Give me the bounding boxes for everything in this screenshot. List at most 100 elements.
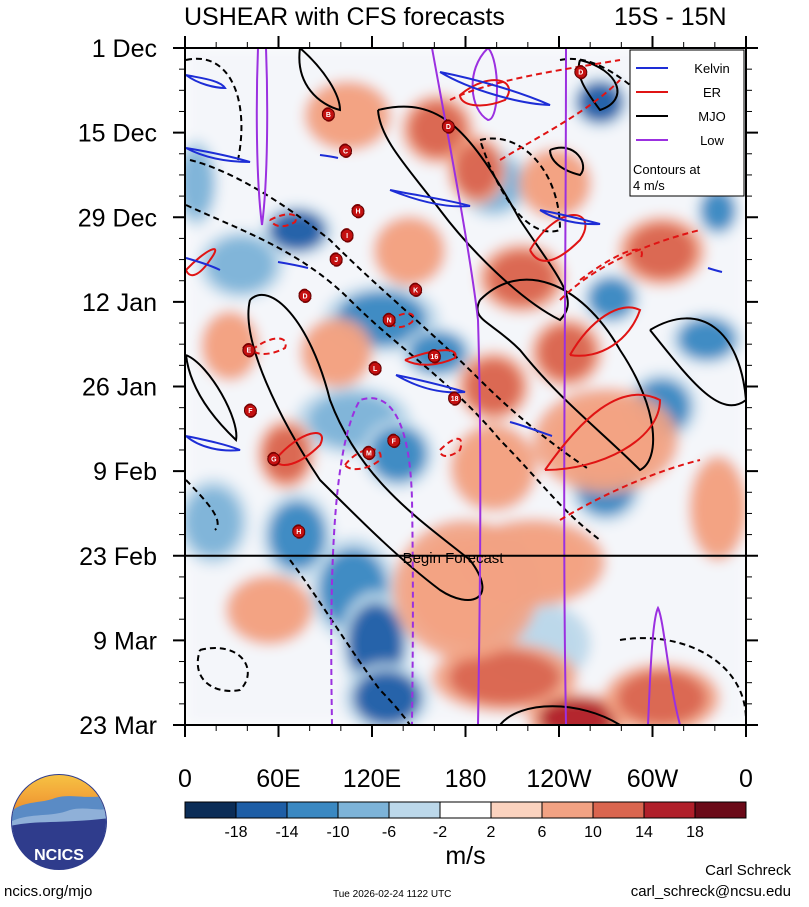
storm-label: J <box>334 257 338 264</box>
kelvin-contour <box>439 71 551 106</box>
storm-marker: D <box>298 288 312 304</box>
er-contour-dashed <box>559 459 701 521</box>
storm-label: 16 <box>430 354 438 361</box>
storm-marker: C <box>338 143 353 158</box>
low-contour <box>431 48 482 725</box>
x-tick-label: 120E <box>343 765 401 793</box>
y-tick-label: 1 Dec <box>92 35 157 63</box>
x-tick-label: 0 <box>178 765 192 793</box>
x-tick-label: 180 <box>445 765 487 793</box>
colorbar-tick-label: -14 <box>275 824 298 841</box>
storm-marker: L <box>368 361 382 376</box>
y-tick-label: 9 Feb <box>93 458 157 486</box>
kelvin-contour <box>185 147 251 163</box>
mjo-contour-dashed <box>196 647 249 692</box>
storm-label: D <box>446 124 451 131</box>
colorbar-swatch <box>541 801 594 819</box>
kelvin-contour <box>185 74 227 90</box>
legend-label: Low <box>700 133 724 148</box>
mjo-contour-solid <box>377 105 569 322</box>
storm-label: 18 <box>451 396 459 403</box>
colorbar-tick-label: 14 <box>635 824 653 841</box>
storm-marker: 16 <box>427 349 441 364</box>
mjo-contour-solid <box>185 354 238 442</box>
colorbar-swatch <box>235 801 288 819</box>
er-contour <box>274 432 323 466</box>
y-tick-label: 12 Jan <box>82 289 157 317</box>
er-contour-dashed <box>439 437 463 457</box>
colorbar-swatch <box>643 801 696 819</box>
author-email[interactable]: carl_schreck@ncsu.edu <box>630 883 791 900</box>
er-contour <box>185 248 217 277</box>
low-contours-dashed <box>330 397 414 725</box>
legend-label: Kelvin <box>694 61 729 76</box>
storm-label: D <box>578 70 583 77</box>
colorbar-tick-label: 18 <box>686 824 704 841</box>
colorbar-swatch <box>286 801 339 819</box>
colorbar-tick-label: 10 <box>584 824 602 841</box>
low-contour <box>255 48 269 226</box>
er-contour-dashed <box>269 213 297 228</box>
legend-box <box>629 49 745 197</box>
storm-marker: F <box>387 433 401 449</box>
er-contour <box>569 306 642 357</box>
chart-region: 15S - 15N <box>614 3 727 31</box>
storm-label: C <box>343 148 348 155</box>
storm-label: L <box>373 366 378 373</box>
storm-label: F <box>392 438 397 445</box>
y-tick-label: 26 Jan <box>82 374 157 402</box>
legend-note: Contours at 4 m/s <box>633 162 701 193</box>
kelvin-contour <box>395 374 466 394</box>
storm-marker: E <box>242 343 256 358</box>
y-tick-label: 29 Dec <box>78 204 157 232</box>
storm-marker: H <box>351 204 365 219</box>
y-tick-label: 23 Feb <box>79 543 157 571</box>
legend-label: MJO <box>698 109 725 124</box>
storm-label: E <box>247 348 252 355</box>
storm-marker: M <box>362 445 376 461</box>
colorbar: -18 -14 -10 -6 -2 2 6 10 14 18 m/s <box>184 801 747 870</box>
storm-marker: D <box>574 64 588 80</box>
x-tick-label: 60E <box>256 765 300 793</box>
y-tick-label: 23 Mar <box>79 712 157 740</box>
colorbar-tick-label: -18 <box>224 824 247 841</box>
mjo-contour-dashed <box>185 57 243 161</box>
storm-label: B <box>326 112 331 119</box>
storm-label: N <box>387 318 392 325</box>
kelvin-contour <box>185 435 241 452</box>
x-tick-label: 60W <box>627 765 679 793</box>
mjo-contour-solid <box>549 146 585 177</box>
kelvin-contour <box>319 154 339 159</box>
chart-title: USHEAR with CFS forecasts <box>184 3 505 31</box>
er-contours <box>185 79 662 471</box>
kelvin-contour <box>389 189 471 208</box>
storm-label: F <box>248 408 253 415</box>
colorbar-tick-label: -10 <box>326 824 349 841</box>
low-contour-dashed <box>330 397 414 725</box>
er-contour <box>404 349 457 366</box>
ncics-logo[interactable]: NCICS <box>10 774 110 874</box>
low-contour <box>471 48 498 122</box>
er-contour-dashed <box>449 59 621 101</box>
storm-marker: 18 <box>447 391 462 406</box>
storm-marker: I <box>340 228 354 243</box>
er-contours-dashed <box>251 59 701 521</box>
storm-label: H <box>296 529 301 536</box>
site-url[interactable]: ncics.org/mjo <box>4 883 93 900</box>
storm-marker: J <box>329 252 343 267</box>
author-name: Carl Schreck <box>705 862 791 879</box>
colorbar-swatch <box>337 801 390 819</box>
colorbar-swatch <box>490 801 543 819</box>
kelvin-contour <box>539 209 601 226</box>
mjo-contour-solid <box>247 293 484 601</box>
er-contour <box>529 214 587 262</box>
storm-label: H <box>355 209 360 216</box>
logo-base <box>12 818 106 869</box>
legend-label: ER <box>703 85 721 100</box>
er-contour-dashed <box>579 248 643 281</box>
timestamp: Tue 2026-02-24 1122 UTC <box>333 889 452 900</box>
low-contours <box>255 48 681 725</box>
low-contour <box>563 48 567 725</box>
y-tick-label: 9 Mar <box>93 627 157 655</box>
colorbar-swatch <box>388 801 441 819</box>
